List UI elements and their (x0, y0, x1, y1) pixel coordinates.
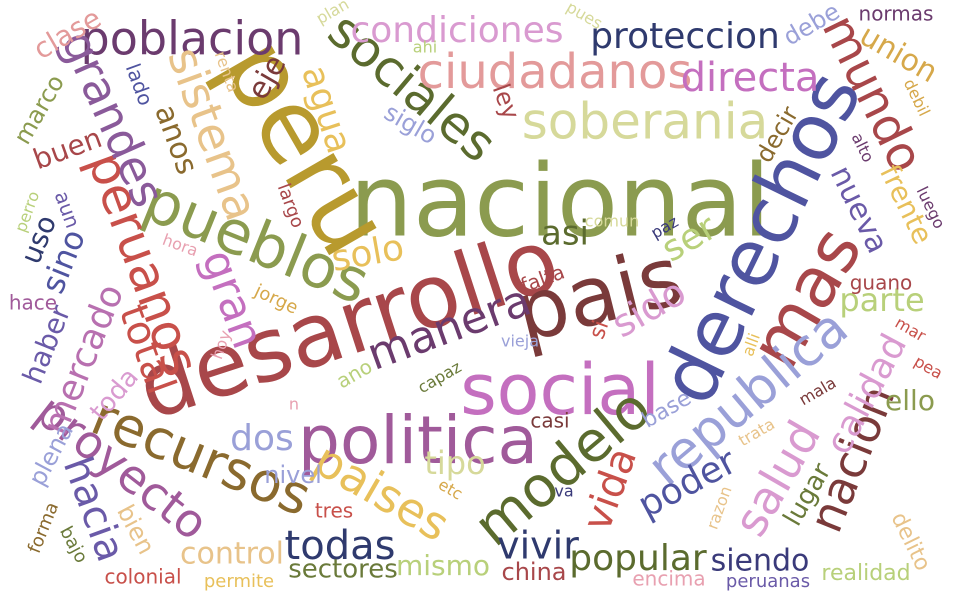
word-proteccion: proteccion (590, 16, 780, 57)
word-sectores: sectores (288, 555, 398, 585)
word-siendo: siendo (711, 544, 810, 579)
word-normas: normas (859, 2, 934, 26)
word-mismo: mismo (396, 549, 490, 582)
word-directa: directa (681, 55, 820, 101)
word-popular: popular (569, 538, 707, 579)
word-tipo: tipo (424, 444, 485, 482)
word-social: social (460, 349, 660, 431)
word-ello: ello (885, 384, 935, 417)
word-n: n (289, 395, 299, 414)
word-politica: politica (298, 402, 538, 479)
word-casi: casi (530, 409, 569, 433)
word-ciudadanos: ciudadanos (418, 44, 693, 100)
word-poblacion: poblacion (81, 12, 304, 66)
word-realidad: realidad (821, 561, 910, 586)
word-va: va (554, 482, 573, 501)
word-soberania: soberania (522, 93, 769, 151)
word-asi: asi (541, 214, 589, 254)
word-dos: dos (230, 418, 294, 459)
word-comun: comun (585, 212, 639, 231)
word-todas: todas (285, 523, 396, 569)
word-permite: permite (204, 571, 274, 592)
word-pea: pea (911, 351, 946, 382)
word-nivel: nivel (264, 461, 322, 489)
word-ahi: ahi (413, 38, 437, 57)
word-condiciones: condiciones (350, 10, 563, 51)
word-encima: encima (632, 567, 705, 591)
word-vieja: vieja (501, 332, 539, 351)
word-forma: forma (24, 499, 63, 556)
word-hace: hace (9, 291, 57, 315)
word-control: control (180, 537, 284, 572)
word-guano: guano (850, 271, 913, 295)
word-china: china (502, 558, 567, 586)
word-parte: parte (839, 281, 924, 319)
word-colonial: colonial (104, 565, 181, 589)
word-nacional: nacional (349, 142, 770, 259)
word-vivir: vivir (497, 524, 579, 568)
word-tres: tres (315, 499, 353, 523)
word-peruanas: peruanas (726, 571, 810, 592)
